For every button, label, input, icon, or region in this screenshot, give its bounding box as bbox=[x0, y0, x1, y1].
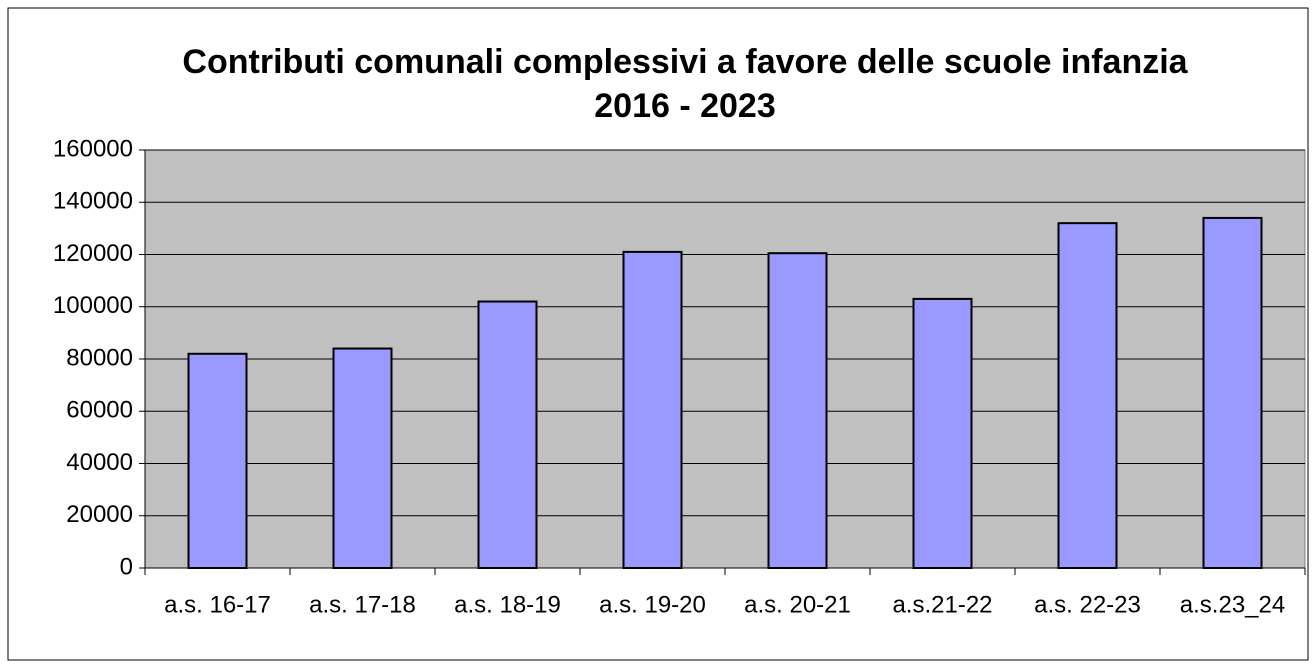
bar bbox=[1057, 222, 1118, 569]
bar bbox=[187, 352, 248, 569]
y-tick-label: 140000 bbox=[53, 188, 133, 215]
bar bbox=[477, 300, 538, 569]
bar bbox=[912, 297, 973, 569]
x-tick-label: a.s.23_24 bbox=[1180, 591, 1285, 618]
bar bbox=[1202, 216, 1263, 570]
x-tick-label: a.s. 22-23 bbox=[1034, 591, 1141, 618]
x-tick-label: a.s. 20-21 bbox=[744, 591, 851, 618]
y-tick-label: 160000 bbox=[53, 135, 133, 162]
y-tick-label: 0 bbox=[120, 553, 133, 580]
y-tick-label: 60000 bbox=[66, 397, 133, 424]
y-tick-label: 40000 bbox=[66, 449, 133, 476]
bar bbox=[622, 250, 683, 569]
chart-title: Contributi comunali complessivi a favore… bbox=[182, 43, 1188, 125]
y-tick-label: 100000 bbox=[53, 292, 133, 319]
y-tick-label: 80000 bbox=[66, 344, 133, 371]
x-tick-label: a.s.21-22 bbox=[892, 591, 992, 618]
bar bbox=[332, 347, 393, 569]
y-tick-label: 20000 bbox=[66, 501, 133, 528]
x-tick-label: a.s. 19-20 bbox=[599, 591, 706, 618]
bar bbox=[767, 252, 828, 569]
x-tick-label: a.s. 18-19 bbox=[454, 591, 561, 618]
x-tick-label: a.s. 16-17 bbox=[164, 591, 271, 618]
y-tick-label: 120000 bbox=[53, 240, 133, 267]
x-tick-label: a.s. 17-18 bbox=[309, 591, 416, 618]
